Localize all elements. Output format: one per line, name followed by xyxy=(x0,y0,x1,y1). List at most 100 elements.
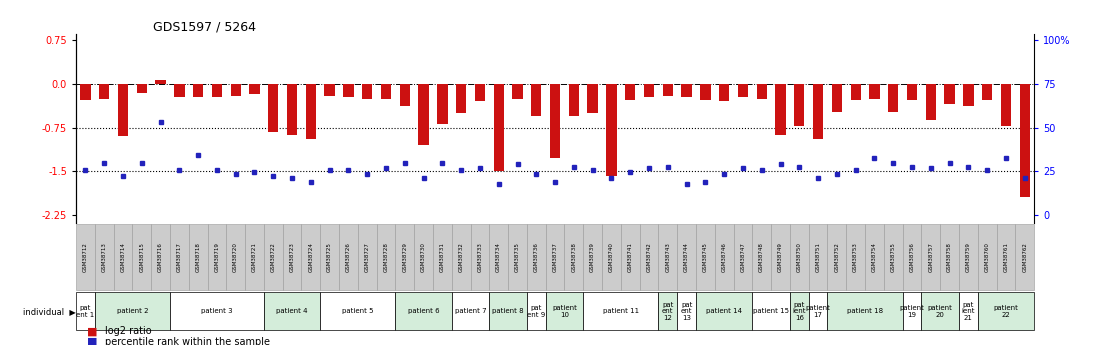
FancyBboxPatch shape xyxy=(565,224,584,290)
Bar xyxy=(399,84,410,106)
Text: individual  ▶: individual ▶ xyxy=(23,307,76,316)
Text: GSM38751: GSM38751 xyxy=(816,242,821,272)
Bar xyxy=(1001,84,1011,126)
FancyBboxPatch shape xyxy=(865,224,884,290)
Text: patient
19: patient 19 xyxy=(900,305,925,318)
FancyBboxPatch shape xyxy=(827,224,846,290)
Text: GSM38747: GSM38747 xyxy=(740,242,746,272)
FancyBboxPatch shape xyxy=(846,224,865,290)
FancyBboxPatch shape xyxy=(771,224,790,290)
Text: GSM38712: GSM38712 xyxy=(83,242,88,272)
FancyBboxPatch shape xyxy=(264,292,320,331)
Text: GSM38719: GSM38719 xyxy=(215,242,219,272)
Bar xyxy=(305,84,316,139)
FancyBboxPatch shape xyxy=(433,224,452,290)
Bar xyxy=(663,84,673,96)
FancyBboxPatch shape xyxy=(978,224,996,290)
Bar xyxy=(569,84,579,116)
Text: GSM38743: GSM38743 xyxy=(665,242,671,272)
FancyBboxPatch shape xyxy=(320,224,339,290)
FancyBboxPatch shape xyxy=(603,224,620,290)
Text: ■: ■ xyxy=(87,337,97,345)
FancyBboxPatch shape xyxy=(471,224,490,290)
FancyBboxPatch shape xyxy=(620,224,639,290)
Text: GSM38749: GSM38749 xyxy=(778,242,783,272)
Bar xyxy=(907,84,917,100)
Bar xyxy=(100,84,110,99)
Text: patient 5: patient 5 xyxy=(342,308,373,314)
Text: GSM38736: GSM38736 xyxy=(533,242,539,272)
Text: log2 ratio: log2 ratio xyxy=(105,326,152,336)
Text: GSM38728: GSM38728 xyxy=(383,242,389,272)
Text: GSM38737: GSM38737 xyxy=(552,242,558,272)
Text: GSM38720: GSM38720 xyxy=(234,242,238,272)
Bar xyxy=(512,84,523,99)
Text: GSM38727: GSM38727 xyxy=(364,242,370,272)
Text: GSM38748: GSM38748 xyxy=(759,242,765,272)
FancyBboxPatch shape xyxy=(678,292,697,331)
FancyBboxPatch shape xyxy=(659,224,678,290)
Text: patient
10: patient 10 xyxy=(552,305,577,318)
Text: GSM38752: GSM38752 xyxy=(834,242,840,272)
FancyBboxPatch shape xyxy=(808,292,827,331)
Text: patient
17: patient 17 xyxy=(806,305,831,318)
FancyBboxPatch shape xyxy=(339,224,358,290)
Text: GSM38734: GSM38734 xyxy=(496,242,501,272)
Text: GSM38718: GSM38718 xyxy=(196,242,200,272)
Text: patient 14: patient 14 xyxy=(707,308,742,314)
Text: GSM38716: GSM38716 xyxy=(158,242,163,272)
Bar xyxy=(362,84,372,99)
Bar xyxy=(644,84,654,97)
Text: pat
ent
13: pat ent 13 xyxy=(681,302,692,321)
Text: GSM38725: GSM38725 xyxy=(328,242,332,272)
Text: GSM38729: GSM38729 xyxy=(402,242,407,272)
FancyBboxPatch shape xyxy=(546,224,565,290)
Text: patient 8: patient 8 xyxy=(492,308,524,314)
Bar xyxy=(851,84,861,100)
FancyBboxPatch shape xyxy=(396,224,414,290)
Text: GSM38750: GSM38750 xyxy=(797,242,802,272)
Text: GSM38762: GSM38762 xyxy=(1022,242,1027,272)
Bar xyxy=(136,84,146,93)
Text: GSM38726: GSM38726 xyxy=(345,242,351,272)
FancyBboxPatch shape xyxy=(170,292,264,331)
FancyBboxPatch shape xyxy=(752,224,771,290)
FancyBboxPatch shape xyxy=(527,292,546,331)
Bar xyxy=(324,84,334,96)
Text: GSM38756: GSM38756 xyxy=(910,242,915,272)
Text: GSM38757: GSM38757 xyxy=(928,242,934,272)
Text: GSM38742: GSM38742 xyxy=(646,242,652,272)
Text: pat
ient
21: pat ient 21 xyxy=(961,302,975,321)
Text: GSM38754: GSM38754 xyxy=(872,242,877,272)
Text: GSM38722: GSM38722 xyxy=(271,242,276,272)
Bar xyxy=(80,84,91,100)
Bar xyxy=(531,84,541,116)
FancyBboxPatch shape xyxy=(714,224,733,290)
Bar xyxy=(625,84,635,100)
Text: pat
ient
16: pat ient 16 xyxy=(793,302,806,321)
Text: patient 18: patient 18 xyxy=(847,308,883,314)
FancyBboxPatch shape xyxy=(639,224,659,290)
Text: GSM38735: GSM38735 xyxy=(515,242,520,272)
Text: patient 7: patient 7 xyxy=(455,308,486,314)
Bar xyxy=(193,84,203,97)
FancyBboxPatch shape xyxy=(414,224,433,290)
FancyBboxPatch shape xyxy=(151,224,170,290)
FancyBboxPatch shape xyxy=(902,292,921,331)
FancyBboxPatch shape xyxy=(584,292,659,331)
Text: patient
20: patient 20 xyxy=(928,305,953,318)
FancyBboxPatch shape xyxy=(114,224,132,290)
Bar xyxy=(587,84,598,113)
FancyBboxPatch shape xyxy=(940,224,959,290)
Text: GSM38723: GSM38723 xyxy=(290,242,294,272)
Bar xyxy=(437,84,447,124)
Bar xyxy=(682,84,692,97)
FancyBboxPatch shape xyxy=(752,292,790,331)
Bar xyxy=(268,84,278,132)
FancyBboxPatch shape xyxy=(733,224,752,290)
FancyBboxPatch shape xyxy=(902,224,921,290)
Bar xyxy=(230,84,240,96)
FancyBboxPatch shape xyxy=(790,292,808,331)
Text: GSM38741: GSM38741 xyxy=(627,242,633,272)
Text: GSM38721: GSM38721 xyxy=(252,242,257,272)
